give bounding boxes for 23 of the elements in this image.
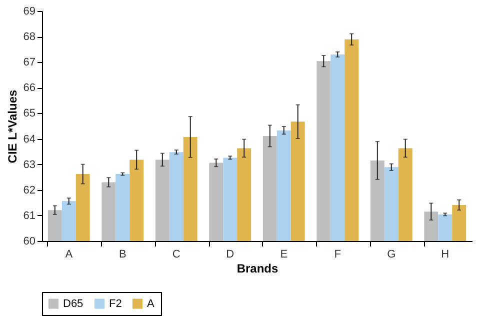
x-tick-label: B [118,248,126,260]
x-tick-label: F [334,248,342,260]
y-tick-label: 69 [23,6,36,18]
x-axis-title: Brands [236,262,278,276]
y-tick-label: 64 [23,133,36,146]
y-tick-label: 61 [23,210,36,222]
y-tick-label: 62 [23,184,36,196]
x-tick-label: A [65,248,74,260]
x-tick-label: G [387,248,396,260]
y-tick-label: 68 [23,31,36,44]
y-tick-label: 67 [23,56,36,69]
legend-label: D65 [63,298,84,310]
y-tick-label: 66 [23,82,36,94]
x-tick-label: E [280,248,288,260]
legend-label: A [147,298,155,310]
y-tick-label: 63 [23,158,36,171]
y-tick-label: 60 [23,236,36,248]
y-axis-title: CIE L*Values [5,89,20,164]
legend-label: F2 [109,298,122,310]
x-tick-label: D [226,248,234,260]
x-tick-label: C [172,248,180,260]
y-tick-label: 65 [23,108,36,120]
x-tick-label: H [441,248,450,260]
